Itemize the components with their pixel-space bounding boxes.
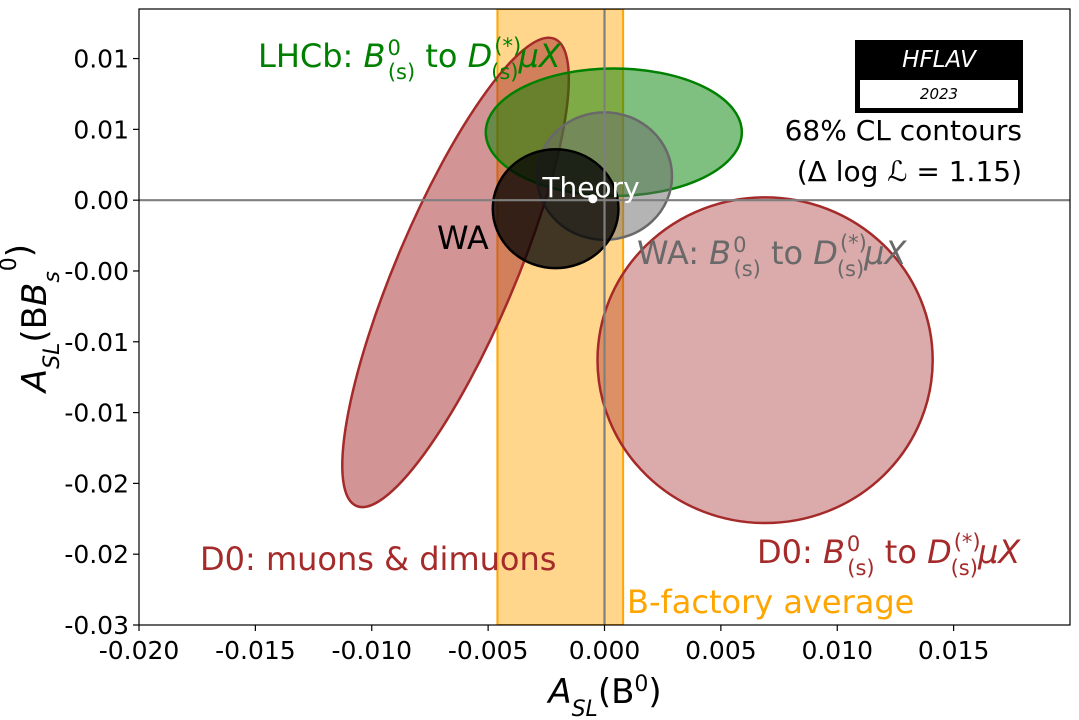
- y-tick-label: -0.03: [64, 611, 129, 640]
- y-tick-label: -0.01: [64, 328, 129, 357]
- label-d0-dimuons: D0: muons & dimuons: [200, 540, 556, 578]
- hflav-name: HFLAV: [902, 47, 978, 73]
- hflav-year: 2023: [920, 85, 958, 103]
- label-d0-b: D0: B0 (s) to D(*) (s)μX: [757, 530, 1021, 580]
- y-axis: -0.03 -0.02 -0.02 -0.01 -0.01 -0.00 0.00 0.01 0.…: [64, 45, 139, 640]
- label-theory: Theory: [541, 171, 639, 204]
- theory-point: [588, 194, 598, 204]
- x-tick-label: -0.005: [448, 636, 529, 665]
- x-axis: -0.020 -0.015 -0.010 -0.005 0.000 0.005 0.010 0…: [99, 625, 990, 665]
- ellipse-wa: [491, 147, 620, 270]
- hflav-logo: HFLAV 2023: [855, 40, 1023, 113]
- y-tick-label: -0.02: [64, 540, 129, 569]
- label-wa-b: WA: B0 (s) to D(*) (s)μX: [637, 231, 908, 281]
- label-lhcb: LHCb: B0 (s) to D(*) (s)μX: [258, 34, 562, 84]
- y-tick-label: -0.01: [64, 399, 129, 428]
- plot-area: [139, 9, 1070, 625]
- x-tick-label: -0.015: [215, 636, 296, 665]
- label-wa: WA: [437, 219, 489, 257]
- y-tick-label: 0.00: [73, 186, 129, 215]
- y-axis-label: ASL(BBs0): [0, 244, 65, 394]
- x-tick-label: -0.020: [99, 636, 180, 665]
- x-tick-label: 0.005: [685, 636, 757, 665]
- x-tick-label: 0.000: [569, 636, 641, 665]
- cl-line-1: 68% CL contours: [785, 114, 1022, 147]
- x-tick-label: 0.015: [918, 636, 990, 665]
- ellipse-d0-b-s-0-to-d-s-x: [596, 196, 934, 525]
- x-axis-label: ASL(B0): [546, 672, 661, 720]
- x-tick-label: 0.010: [801, 636, 873, 665]
- x-tick-label: -0.010: [331, 636, 412, 665]
- cl-line-2: (Δ log ℒ = 1.15): [797, 155, 1022, 188]
- y-tick-label: -0.00: [64, 257, 129, 286]
- label-b-factory: B-factory average: [627, 583, 914, 621]
- y-tick-label: -0.02: [64, 469, 129, 498]
- y-tick-label: 0.01: [73, 115, 129, 144]
- y-tick-label: 0.01: [73, 45, 129, 74]
